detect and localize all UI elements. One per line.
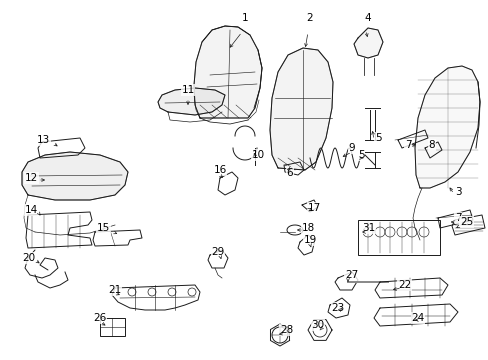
Text: 28: 28 (280, 325, 293, 335)
Text: 14: 14 (25, 205, 38, 215)
Text: 9: 9 (348, 143, 355, 153)
Polygon shape (353, 28, 382, 58)
Bar (100, 318, 125, 336)
Text: 30: 30 (311, 320, 324, 330)
Text: 15: 15 (97, 223, 110, 233)
Text: 10: 10 (251, 150, 264, 160)
Text: 16: 16 (213, 165, 226, 175)
Text: 1: 1 (241, 13, 248, 23)
Polygon shape (269, 48, 332, 170)
Text: 7: 7 (454, 213, 461, 223)
Text: 11: 11 (181, 85, 194, 95)
Text: 27: 27 (345, 270, 358, 280)
Text: 5: 5 (374, 133, 381, 143)
Text: 13: 13 (37, 135, 50, 145)
Text: 29: 29 (211, 247, 224, 257)
Text: 31: 31 (361, 223, 374, 233)
Text: 12: 12 (25, 173, 38, 183)
Polygon shape (158, 88, 224, 115)
Polygon shape (414, 66, 479, 188)
Text: 7: 7 (404, 140, 410, 150)
Text: 4: 4 (364, 13, 370, 23)
Text: 5: 5 (357, 150, 364, 160)
Text: 19: 19 (303, 235, 316, 245)
Text: 2: 2 (306, 13, 313, 23)
Polygon shape (194, 26, 262, 118)
Bar (357, 220, 439, 255)
Text: 25: 25 (459, 217, 472, 227)
Text: 22: 22 (397, 280, 410, 290)
Text: 26: 26 (93, 313, 106, 323)
Text: 18: 18 (302, 223, 315, 233)
Text: 8: 8 (428, 140, 434, 150)
Text: 17: 17 (307, 203, 321, 213)
Polygon shape (22, 152, 128, 200)
Text: 24: 24 (410, 313, 424, 323)
Text: 23: 23 (331, 303, 344, 313)
Text: 6: 6 (286, 168, 293, 178)
Text: 20: 20 (22, 253, 35, 263)
Text: 3: 3 (454, 187, 461, 197)
Text: 21: 21 (108, 285, 121, 295)
